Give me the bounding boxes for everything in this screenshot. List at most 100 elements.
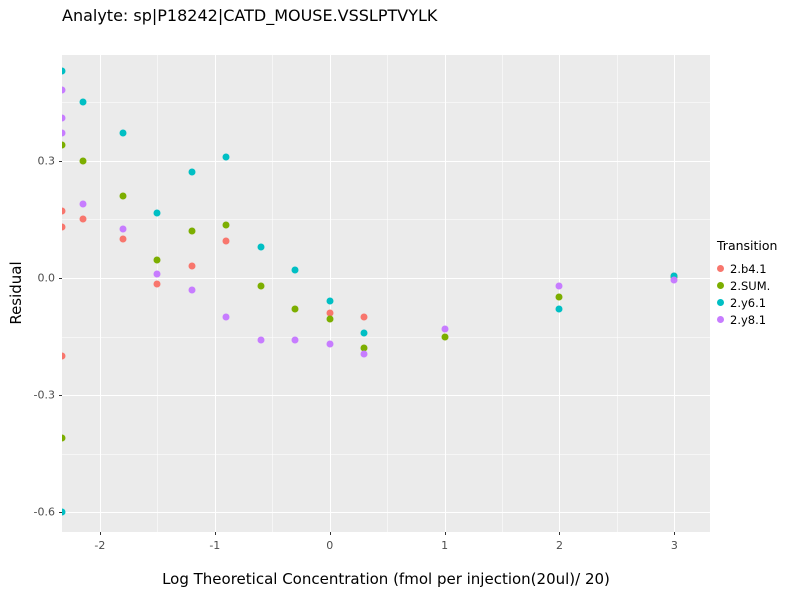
y-tick-label: -0.6 [33,505,55,519]
major-gridline-y [62,512,710,514]
y-tick-label: 0.3 [37,154,56,168]
data-point [79,98,87,106]
data-point [326,315,334,323]
data-point [222,237,230,245]
legend-entry: 2.SUM. [717,277,777,294]
y-tick-mark [59,277,62,279]
x-tick-label: 1 [441,539,449,552]
x-tick-mark [444,532,446,535]
major-gridline-y [62,277,710,279]
data-point [257,282,265,290]
data-point [222,313,230,321]
data-point [62,114,66,122]
plot-area: -2 -1 0 1 2 3 0.3 0.0 -0.3 -0.6 [34,55,710,552]
plot-panel [62,55,710,532]
major-gridline-x [674,55,676,532]
data-point [62,352,66,360]
x-tick-label: 2 [555,539,563,552]
chart-title: Analyte: sp|P18242|CATD_MOUSE.VSSLPTVYLK [62,6,438,25]
x-tick-mark [559,532,561,535]
minor-gridline-y [62,101,710,103]
y-tick-label: 0.0 [37,271,56,285]
data-point [62,207,66,215]
x-tick-label: -2 [94,539,106,552]
data-point [62,86,66,94]
y-tick-mark [59,512,62,514]
data-point [188,262,196,270]
legend-label: 2.y6.1 [730,295,767,310]
data-point [62,223,66,231]
data-point [291,305,299,313]
legend-label: 2.SUM. [730,278,771,293]
data-point [555,305,563,313]
data-point [441,325,449,333]
y-tick-label: -0.3 [33,388,55,402]
data-point [555,293,563,301]
data-point [153,270,161,278]
y-tick-mark [59,160,62,162]
data-point [119,129,127,137]
data-point [153,280,161,288]
major-gridline-x [329,55,331,532]
data-point [153,256,161,264]
x-axis-title: Log Theoretical Concentration (fmol per … [162,570,610,588]
data-point [326,297,334,305]
legend-entry: 2.y6.1 [717,294,777,311]
data-point [79,157,87,165]
minor-gridline-y [62,336,710,338]
data-point [257,243,265,251]
x-tick-mark [329,532,331,535]
minor-gridline-x [272,55,274,532]
legend-swatch-icon [717,282,724,289]
data-point [153,209,161,217]
data-point [62,508,66,516]
major-gridline-x [214,55,216,532]
data-point [119,235,127,243]
data-point [326,340,334,348]
minor-gridline-x [157,55,159,532]
data-point [222,153,230,161]
data-point [555,282,563,290]
data-point [291,336,299,344]
data-point [257,336,265,344]
y-axis-title: Residual [7,261,25,325]
data-point [119,225,127,233]
legend-swatch-icon [717,265,724,272]
minor-gridline-x [502,55,504,532]
major-gridline-y [62,395,710,397]
data-point [222,221,230,229]
minor-gridline-x [387,55,389,532]
legend-swatch-icon [717,316,724,323]
legend-label: 2.b4.1 [730,261,767,276]
data-point [188,227,196,235]
data-point [291,266,299,274]
data-point [360,329,368,337]
x-tick-label: -1 [209,539,221,552]
minor-gridline-y [62,453,710,455]
data-point [360,350,368,358]
x-tick-mark [674,532,676,535]
major-gridline-y [62,160,710,162]
data-point [360,313,368,321]
data-point [79,215,87,223]
legend-entry: 2.y8.1 [717,311,777,328]
data-point [670,272,678,280]
data-point [62,67,66,75]
data-point [670,276,678,284]
legend-label: 2.y8.1 [730,312,767,327]
legend: Transition 2.b4.1 2.SUM. 2.y6.1 2.y8.1 [717,238,777,328]
data-point [79,200,87,208]
data-point [62,129,66,137]
major-gridline-x [99,55,101,532]
x-tick-mark [214,532,216,535]
minor-gridline-y [62,219,710,221]
y-tick-mark [59,395,62,397]
data-point [62,434,66,442]
minor-gridline-x [616,55,618,532]
data-point [119,192,127,200]
legend-entry: 2.b4.1 [717,260,777,277]
major-gridline-x [444,55,446,532]
x-tick-label: 3 [670,539,678,552]
data-point [188,168,196,176]
legend-title: Transition [717,238,778,253]
